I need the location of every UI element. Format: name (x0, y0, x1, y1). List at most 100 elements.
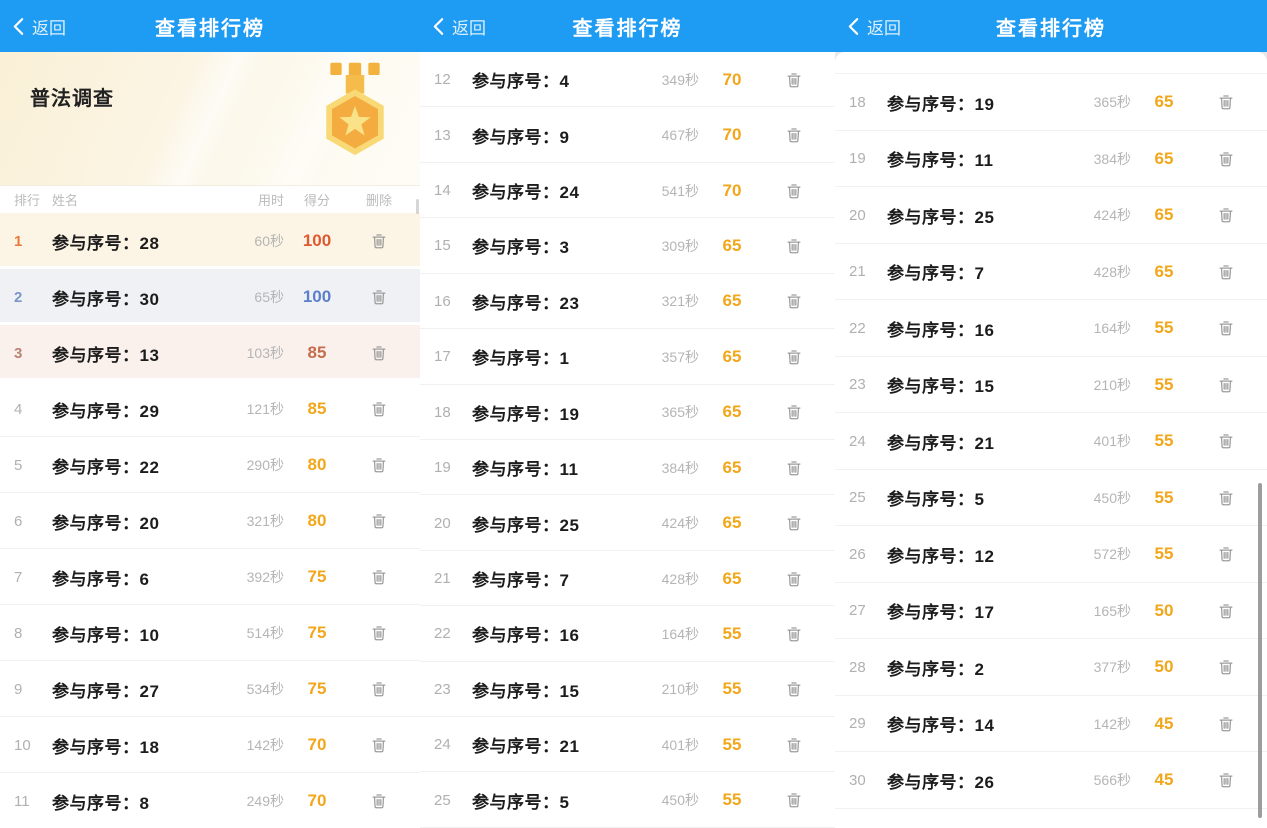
participant-name: 参与序号：13 (52, 345, 160, 365)
table-column-header: 排行 姓名 用时 得分 删除 (0, 185, 420, 213)
table-row: 22 参与序号：16 164秒 55 (420, 606, 835, 662)
score-cell: 50 (1154, 657, 1174, 677)
back-button[interactable]: 返回 (848, 0, 901, 52)
score-cell: 45 (1154, 770, 1174, 790)
time-cell: 365秒 (661, 404, 699, 421)
delete-button[interactable] (765, 235, 823, 257)
rank-cell: 5 (14, 456, 23, 474)
trash-icon (372, 346, 386, 361)
trash-icon (787, 73, 801, 88)
time-cell: 210秒 (1093, 376, 1131, 393)
time-cell: 349秒 (661, 71, 699, 88)
table-row: 24 参与序号：21 401秒 55 (835, 413, 1267, 470)
delete-button[interactable] (1197, 91, 1255, 113)
rank-list: 12 参与序号：4 349秒 70 13 参与序号：9 467秒 70 14 参与序号：24 541… (420, 52, 835, 828)
delete-button[interactable] (765, 568, 823, 590)
delete-button[interactable] (350, 230, 408, 252)
rank-cell: 20 (849, 206, 866, 224)
table-row: 12 参与序号：4 349秒 70 (420, 52, 835, 108)
participant-name: 参与序号：10 (52, 625, 160, 645)
delete-button[interactable] (1197, 430, 1255, 452)
delete-button[interactable] (765, 290, 823, 312)
participant-name: 参与序号：18 (52, 737, 160, 757)
delete-button[interactable] (765, 180, 823, 202)
delete-button[interactable] (765, 789, 823, 811)
trash-icon (787, 682, 801, 697)
time-cell: 450秒 (1093, 489, 1131, 506)
delete-button[interactable] (350, 454, 408, 476)
delete-button[interactable] (765, 457, 823, 479)
trash-icon (1219, 604, 1233, 619)
delete-button[interactable] (1197, 600, 1255, 622)
trash-icon (372, 682, 386, 697)
delete-button[interactable] (1197, 261, 1255, 283)
delete-button[interactable] (765, 678, 823, 700)
delete-button[interactable] (350, 790, 408, 812)
delete-button[interactable] (1197, 769, 1255, 791)
scrollbar-thumb[interactable] (416, 199, 419, 214)
back-button[interactable]: 返回 (433, 0, 486, 52)
trash-icon (1219, 491, 1233, 506)
delete-button[interactable] (765, 124, 823, 146)
time-cell: 357秒 (661, 348, 699, 365)
time-cell: 428秒 (661, 570, 699, 587)
delete-button[interactable] (765, 346, 823, 368)
panel-ranks-1-11: 返回 查看排行榜 普法调查 排行 姓名 用时 得分 删除 1 参与序号：28 6 (0, 0, 420, 828)
table-row: 21 参与序号：7 428秒 65 (420, 550, 835, 607)
table-row: 13 参与序号：9 467秒 70 (420, 107, 835, 163)
delete-button[interactable] (1197, 543, 1255, 565)
time-cell: 467秒 (661, 127, 699, 144)
back-button[interactable]: 返回 (13, 0, 66, 52)
rank-cell: 27 (849, 602, 866, 620)
delete-button[interactable] (1197, 374, 1255, 396)
delete-button[interactable] (350, 342, 408, 364)
delete-button[interactable] (350, 566, 408, 588)
table-row: 14 参与序号：24 541秒 70 (420, 162, 835, 219)
score-cell: 65 (722, 402, 742, 422)
delete-button[interactable] (350, 398, 408, 420)
delete-button[interactable] (1197, 656, 1255, 678)
participant-name: 参与序号：4 (472, 72, 570, 92)
score-cell: 70 (307, 735, 327, 754)
rank-cell: 19 (849, 150, 866, 168)
score-cell: 65 (722, 291, 742, 311)
delete-button[interactable] (1197, 487, 1255, 509)
trash-icon (787, 461, 801, 476)
delete-button[interactable] (1197, 204, 1255, 226)
delete-button[interactable] (1197, 713, 1255, 735)
delete-button[interactable] (1197, 148, 1255, 170)
table-row: 22 参与序号：16 164秒 55 (835, 300, 1267, 357)
time-cell: 165秒 (1093, 602, 1131, 619)
delete-button[interactable] (1197, 317, 1255, 339)
page-title: 查看排行榜 (996, 17, 1106, 40)
trash-icon (787, 350, 801, 365)
participant-name: 参与序号：15 (472, 681, 580, 701)
trash-icon (372, 626, 386, 641)
delete-button[interactable] (350, 286, 408, 308)
trash-icon (1219, 321, 1233, 336)
delete-button[interactable] (765, 512, 823, 534)
delete-button[interactable] (765, 401, 823, 423)
app-bar: 返回 查看排行榜 (835, 0, 1267, 52)
delete-button[interactable] (765, 623, 823, 645)
participant-name: 参与序号：7 (887, 264, 985, 284)
delete-button[interactable] (765, 734, 823, 756)
participant-name: 参与序号：25 (887, 207, 995, 227)
scrollbar-thumb[interactable] (1258, 483, 1262, 818)
table-row: 28 参与序号：2 377秒 50 (835, 639, 1267, 696)
table-row: 18 参与序号：19 365秒 65 (420, 384, 835, 440)
delete-button[interactable] (765, 69, 823, 91)
score-cell: 100 (302, 231, 332, 250)
delete-button[interactable] (350, 678, 408, 700)
time-cell: 541秒 (661, 182, 699, 199)
trash-icon (372, 794, 386, 809)
rank-cell: 22 (849, 319, 866, 337)
trash-icon (1219, 434, 1233, 449)
time-cell: 121秒 (246, 401, 284, 417)
delete-button[interactable] (350, 622, 408, 644)
trash-icon (787, 294, 801, 309)
participant-name: 参与序号：26 (887, 772, 995, 792)
delete-button[interactable] (350, 510, 408, 532)
score-cell: 55 (722, 734, 742, 754)
delete-button[interactable] (350, 734, 408, 756)
